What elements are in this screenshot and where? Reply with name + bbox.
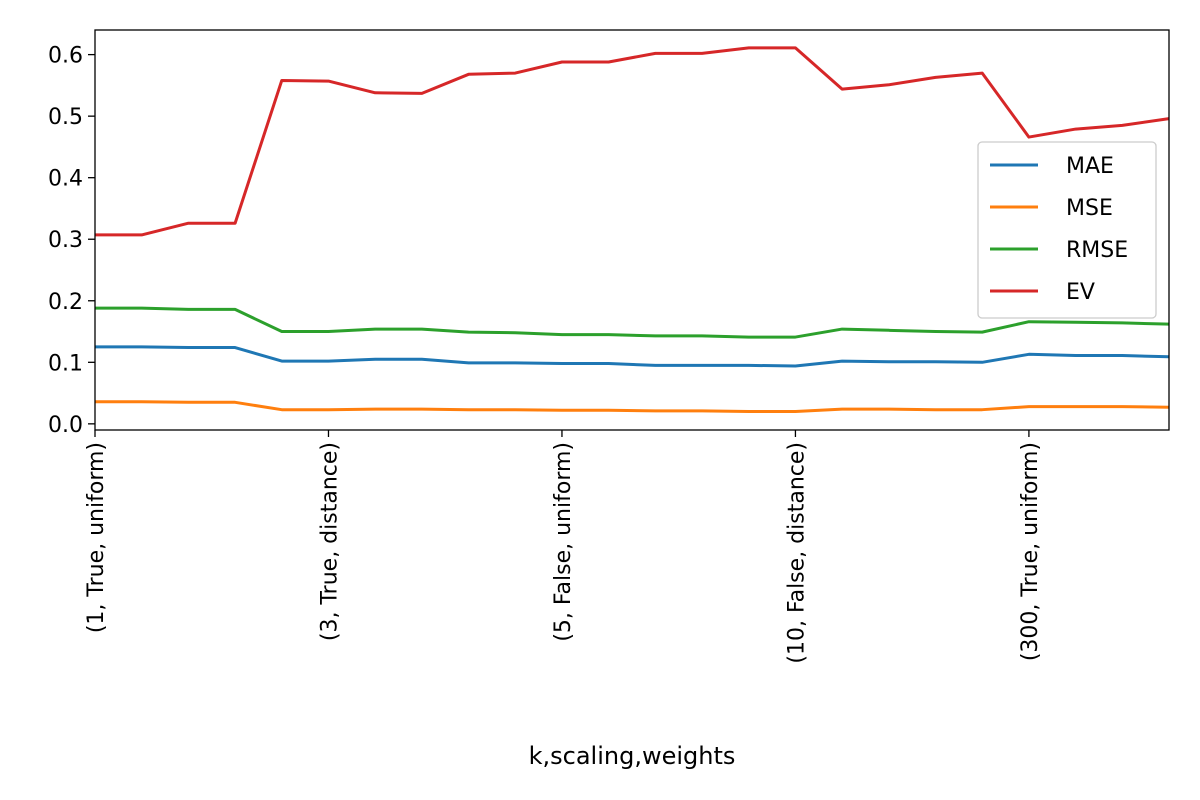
x-tick-label: (1, True, uniform) xyxy=(84,442,109,633)
y-tick-label: 0.2 xyxy=(48,290,83,315)
legend: MAE MSE RMSE EV xyxy=(977,141,1157,319)
y-tick-label: 0.0 xyxy=(48,413,83,438)
series-line-mae xyxy=(95,345,1170,368)
series-line-mse xyxy=(95,400,1170,414)
series-lines xyxy=(95,46,1170,414)
y-tick-label: 0.1 xyxy=(48,351,83,376)
legend-label-mse: MSE xyxy=(1066,196,1113,221)
x-tick-label: (5, False, uniform) xyxy=(551,442,576,642)
x-tick-label: (300, True, uniform) xyxy=(1018,442,1043,661)
x-axis-label: k,scaling,weights xyxy=(529,742,736,770)
x-tick-label: (3, True, distance) xyxy=(317,442,342,641)
plot-frame xyxy=(94,29,1170,431)
legend-label-ev: EV xyxy=(1066,280,1095,305)
y-axis: 0.0 0.1 0.2 0.3 0.4 0.5 0.6 xyxy=(48,44,95,438)
series-line-ev xyxy=(95,46,1170,237)
legend-label-mae: MAE xyxy=(1066,154,1114,179)
y-tick-label: 0.6 xyxy=(48,44,83,69)
x-axis: (1, True, uniform) (3, True, distance) (5,… xyxy=(84,430,1043,664)
x-tick-label: (10, False, distance) xyxy=(784,442,809,664)
y-tick-label: 0.5 xyxy=(48,105,83,130)
y-tick-label: 0.3 xyxy=(48,228,83,253)
series-line-rmse xyxy=(95,306,1170,339)
legend-label-rmse: RMSE xyxy=(1066,238,1128,263)
y-tick-label: 0.4 xyxy=(48,167,83,192)
legend-box xyxy=(977,141,1157,319)
